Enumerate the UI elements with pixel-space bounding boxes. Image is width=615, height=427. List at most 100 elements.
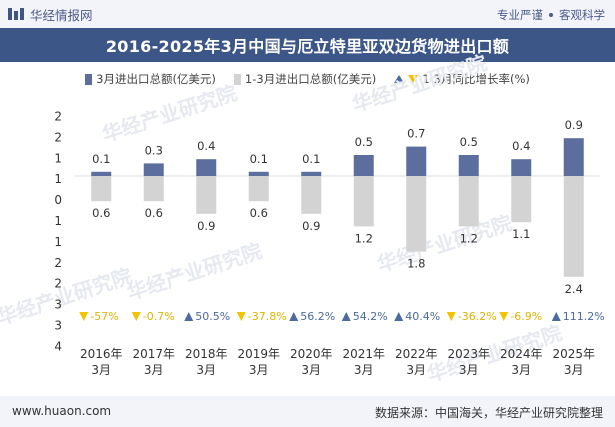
- x-category-label: 2024年 3月: [500, 347, 543, 377]
- footer-website[interactable]: www.huaon.com: [12, 404, 112, 418]
- legend-triangle-up-icon: [394, 75, 405, 83]
- x-category-label: 2017年 3月: [132, 347, 175, 377]
- bar-march-value-label: 0.4: [512, 139, 530, 153]
- y-tick-label: 1: [54, 235, 62, 249]
- growth-down-triangle-icon: [499, 312, 509, 321]
- bar-ytd: [406, 176, 427, 252]
- growth-down-triangle-icon: [131, 312, 141, 321]
- x-category-label-line: 3月: [249, 363, 269, 377]
- x-category-label-line: 2024年: [500, 347, 543, 361]
- x-category-label-line: 3月: [91, 363, 111, 377]
- separator-dot-icon: [549, 13, 553, 17]
- watermark-text-4: 华经产业研究院: [424, 321, 565, 387]
- bar-ytd-value-label: 1.2: [355, 231, 373, 245]
- x-category-label-line: 2023年: [447, 347, 490, 361]
- bar-march: [458, 155, 479, 176]
- legend-swatch-ytd: [233, 73, 241, 85]
- bar-ytd-value-label: 1.2: [460, 231, 478, 245]
- bar-ytd: [511, 176, 532, 223]
- x-category-label-line: 2016年: [80, 347, 123, 361]
- growth-rate-label: 111.2%: [563, 310, 605, 323]
- bar-march-value-label: 0.1: [250, 152, 268, 166]
- growth-down-triangle-icon: [79, 312, 89, 321]
- legend-item-ytd: 1-3月进出口总额(亿美元): [233, 71, 377, 87]
- x-category-label: 2016年 3月: [80, 347, 123, 377]
- bar-ytd: [458, 176, 479, 227]
- y-tick-label: 2: [54, 130, 62, 144]
- x-category-label-line: 2025年: [552, 347, 595, 361]
- x-category-label-line: 2020年: [290, 347, 333, 361]
- bar-ytd-value-label: 0.6: [250, 206, 268, 220]
- bar-ytd-value-label: 2.4: [565, 282, 583, 296]
- y-tick-label: 0: [54, 193, 62, 207]
- tag-objective: 客观科学: [559, 8, 605, 22]
- x-category-label-line: 3月: [196, 363, 216, 377]
- legend-swatch-march: [85, 73, 93, 85]
- x-category-label: 2022年 3月: [395, 347, 438, 377]
- x-category-label: 2019年 3月: [237, 347, 280, 377]
- watermark-text-3: 华经产业研究院: [374, 211, 515, 277]
- growth-rate-label: -57%: [90, 310, 118, 323]
- y-tick-label: 1: [54, 214, 62, 228]
- legend-triangle-down-icon: [408, 75, 419, 83]
- watermark-text-1: 华经产业研究院: [349, 51, 490, 117]
- x-category-label-line: 3月: [301, 363, 321, 377]
- x-category-label-line: 2022年: [395, 347, 438, 361]
- bar-march: [196, 159, 217, 176]
- chart-title: 2016-2025年3月中国与厄立特里亚双边货物进出口额: [105, 37, 510, 56]
- x-category-label-line: 2019年: [237, 347, 280, 361]
- brand-name: 华经情报网: [30, 7, 93, 23]
- bar-march: [563, 138, 584, 176]
- chart-title-bar: 2016-2025年3月中国与厄立特里亚双边货物进出口额: [0, 28, 615, 62]
- bar-march-value-label: 0.5: [355, 135, 373, 149]
- growth-up-triangle-icon: [184, 312, 194, 321]
- x-category-label-line: 3月: [459, 363, 479, 377]
- growth-up-triangle-icon: [341, 312, 351, 321]
- growth-rate-label: -37.8%: [248, 310, 287, 323]
- x-category-label-line: 3月: [406, 363, 426, 377]
- bar-march: [143, 163, 164, 176]
- legend-label-march: 3月进出口总额(亿美元): [96, 72, 216, 86]
- bar-ytd: [563, 176, 584, 277]
- watermark-text-0: 华经产业研究院: [99, 81, 240, 147]
- x-category-label: 2023年 3月: [447, 347, 490, 377]
- y-tick-label: 3: [54, 298, 62, 312]
- bar-march: [91, 171, 112, 176]
- x-category-label: 2025年 3月: [552, 347, 595, 377]
- bar-ytd-value-label: 0.6: [145, 206, 163, 220]
- bar-ytd-value-label: 0.6: [92, 206, 110, 220]
- x-category-label: 2021年 3月: [342, 347, 385, 377]
- bar-ytd-value-label: 1.8: [407, 257, 425, 271]
- bar-ytd: [143, 176, 164, 202]
- x-category-label-line: 3月: [144, 363, 164, 377]
- bar-ytd-value-label: 1.1: [512, 227, 530, 241]
- brand: 华经情报网: [8, 6, 93, 23]
- growth-down-triangle-icon: [446, 312, 456, 321]
- x-category-label-line: 2018年: [185, 347, 228, 361]
- bar-ytd: [196, 176, 217, 214]
- bar-march: [511, 159, 532, 176]
- bar-march-value-label: 0.4: [197, 139, 215, 153]
- legend-item-growth: 1-3月同比增长率(%): [394, 71, 530, 87]
- growth-rate-label: 54.2%: [353, 310, 388, 323]
- growth-rate-label: 50.5%: [195, 310, 230, 323]
- bar-ytd: [301, 176, 322, 214]
- bar-ytd-value-label: 0.9: [197, 219, 215, 233]
- bar-march-value-label: 0.1: [302, 152, 320, 166]
- tag-professional: 专业严谨: [497, 8, 543, 22]
- bar-ytd: [248, 176, 269, 202]
- bar-ytd-value-label: 0.9: [302, 219, 320, 233]
- bar-ytd: [353, 176, 374, 227]
- x-category-label: 2018年 3月: [185, 347, 228, 377]
- y-tick-label: 1: [54, 172, 62, 186]
- bar-march: [248, 171, 269, 176]
- y-tick-label: 3: [54, 319, 62, 333]
- bar-march: [301, 171, 322, 176]
- growth-down-triangle-icon: [236, 312, 246, 321]
- x-category-label-line: 3月: [564, 363, 584, 377]
- legend-label-ytd: 1-3月进出口总额(亿美元): [244, 72, 377, 86]
- bar-march: [406, 146, 427, 176]
- x-category-label: 2020年 3月: [290, 347, 333, 377]
- y-tick-label: 2: [54, 277, 62, 291]
